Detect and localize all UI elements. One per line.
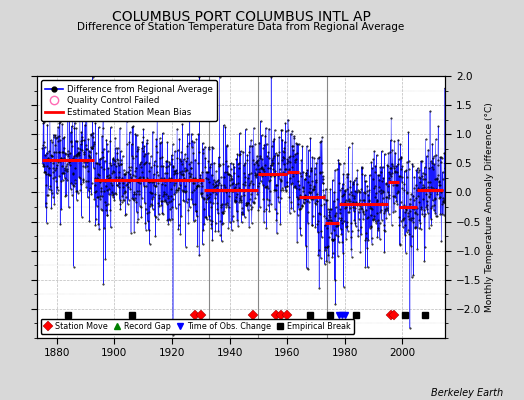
- Legend: Station Move, Record Gap, Time of Obs. Change, Empirical Break: Station Move, Record Gap, Time of Obs. C…: [41, 318, 354, 334]
- Y-axis label: Monthly Temperature Anomaly Difference (°C): Monthly Temperature Anomaly Difference (…: [485, 102, 494, 312]
- Text: Berkeley Earth: Berkeley Earth: [431, 388, 503, 398]
- Text: Difference of Station Temperature Data from Regional Average: Difference of Station Temperature Data f…: [78, 22, 405, 32]
- Text: COLUMBUS PORT COLUMBUS INTL AP: COLUMBUS PORT COLUMBUS INTL AP: [112, 10, 370, 24]
